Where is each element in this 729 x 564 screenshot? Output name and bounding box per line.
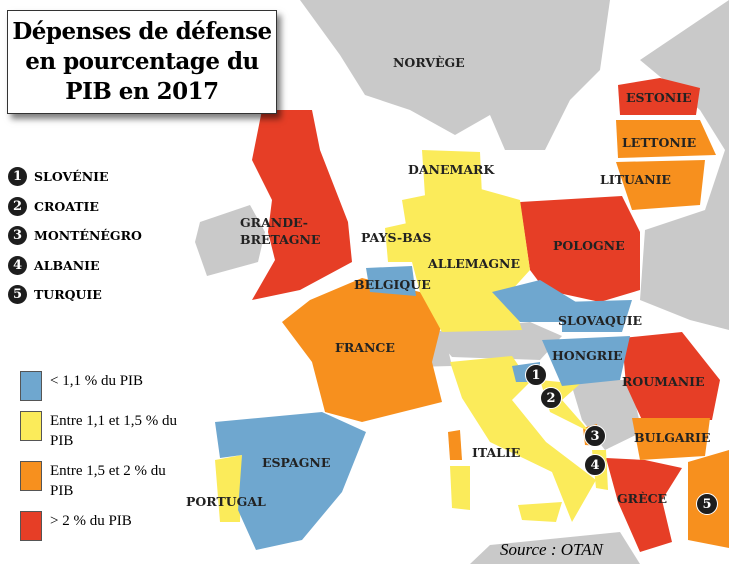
czechia [492,280,576,322]
country-name: CROATIE [34,198,99,214]
label-danemark: DANEMARK [408,162,495,177]
label-allemagne: ALLEMAGNE [428,256,520,271]
label-grande-bretagne-1: GRANDE- [240,215,308,230]
number-badge: 3 [8,226,27,246]
label-lituanie: LITUANIE [600,172,671,187]
marker-croatie: 2 [540,387,562,409]
marker-turquie: 5 [696,493,718,515]
list-item: 2 CROATIE [8,192,142,222]
hungary [542,336,630,386]
label-roumanie: ROUMANIE [622,374,705,389]
country-name: TURQUIE [34,287,102,303]
legend-label: > 2 % du PIB [50,513,132,529]
label-grande-bretagne-2: BRETAGNE [240,232,321,247]
source-note: Source : OTAN [500,540,603,559]
france [282,278,442,422]
legend-label: < 1,1 % du PIB [50,373,144,389]
country-name: MONTÉNÉGRO [34,228,142,244]
label-espagne: ESPAGNE [262,455,331,470]
title-line-1: Dépenses de défense [12,18,272,45]
number-badge: 5 [8,285,27,305]
marker-albanie: 4 [584,454,606,476]
label-pays-bas: PAYS-BAS [361,230,432,245]
label-hongrie: HONGRIE [552,348,623,363]
title-line-2: en pourcentage du [25,48,259,75]
label-lettonie: LETTONIE [622,135,697,150]
corsica [448,430,462,460]
romania [622,332,720,420]
country-name: SLOVÉNIE [34,169,109,185]
denmark [422,150,482,196]
legend-label: Entre 1,5 et 2 % du PIB [50,463,166,499]
label-italie: ITALIE [472,445,521,460]
legend-item: Entre 1,1 et 1,5 % du PIB [20,411,230,451]
north-africa [470,532,640,564]
label-pologne: POLOGNE [553,238,625,253]
latvia [616,120,716,158]
legend-swatch [20,371,42,401]
label-grece: GRÈCE [617,491,668,506]
ireland [195,205,265,276]
legend-swatch [20,461,42,491]
portugal [215,455,242,522]
sardinia [450,466,470,510]
label-norvege: NORVÈGE [393,55,465,70]
legend-label: Entre 1,1 et 1,5 % du PIB [50,413,178,449]
list-item: 5 TURQUIE [8,280,142,310]
number-badge: 1 [8,167,27,187]
label-france: FRANCE [335,340,395,355]
label-bulgarie: BULGARIE [634,430,711,445]
belgium [366,266,416,296]
marker-montenegro: 3 [584,425,606,447]
poland [520,196,640,302]
lithuania [616,160,705,210]
list-item: 4 ALBANIE [8,251,142,281]
austria [430,322,562,360]
italy [450,356,596,522]
title-line-3: PIB en 2017 [65,78,219,105]
sicily [518,502,562,522]
bulgaria [632,418,710,460]
greece [606,458,682,552]
slovakia [562,300,632,332]
legend-swatch [20,411,42,441]
estonia [618,78,700,115]
label-portugal: PORTUGAL [186,494,266,509]
marker-slovenie: 1 [525,364,547,386]
number-badge: 4 [8,255,27,275]
list-item: 3 MONTÉNÉGRO [8,221,142,251]
legend: < 1,1 % du PIB Entre 1,1 et 1,5 % du PIB… [20,371,230,551]
country-name: ALBANIE [34,257,100,273]
label-slovaquie: SLOVAQUIE [558,313,643,328]
label-belgique: BELGIQUE [354,277,431,292]
numbered-country-list: 1 SLOVÉNIE 2 CROATIE 3 MONTÉNÉGRO 4 ALBANIE … [8,162,142,310]
number-badge: 2 [8,196,27,216]
legend-item: Entre 1,5 et 2 % du PIB [20,461,230,501]
legend-item: < 1,1 % du PIB [20,371,230,401]
balkans [570,380,642,450]
great-britain [252,110,352,300]
map-title: Dépenses de défense en pourcentage du PI… [7,10,277,114]
netherlands [385,222,420,262]
scandinavia [300,0,610,150]
legend-item: > 2 % du PIB [20,511,230,541]
spain [215,412,366,550]
label-estonie: ESTONIE [626,90,692,105]
list-item: 1 SLOVÉNIE [8,162,142,192]
eastern-land [640,0,729,330]
legend-swatch [20,511,42,541]
